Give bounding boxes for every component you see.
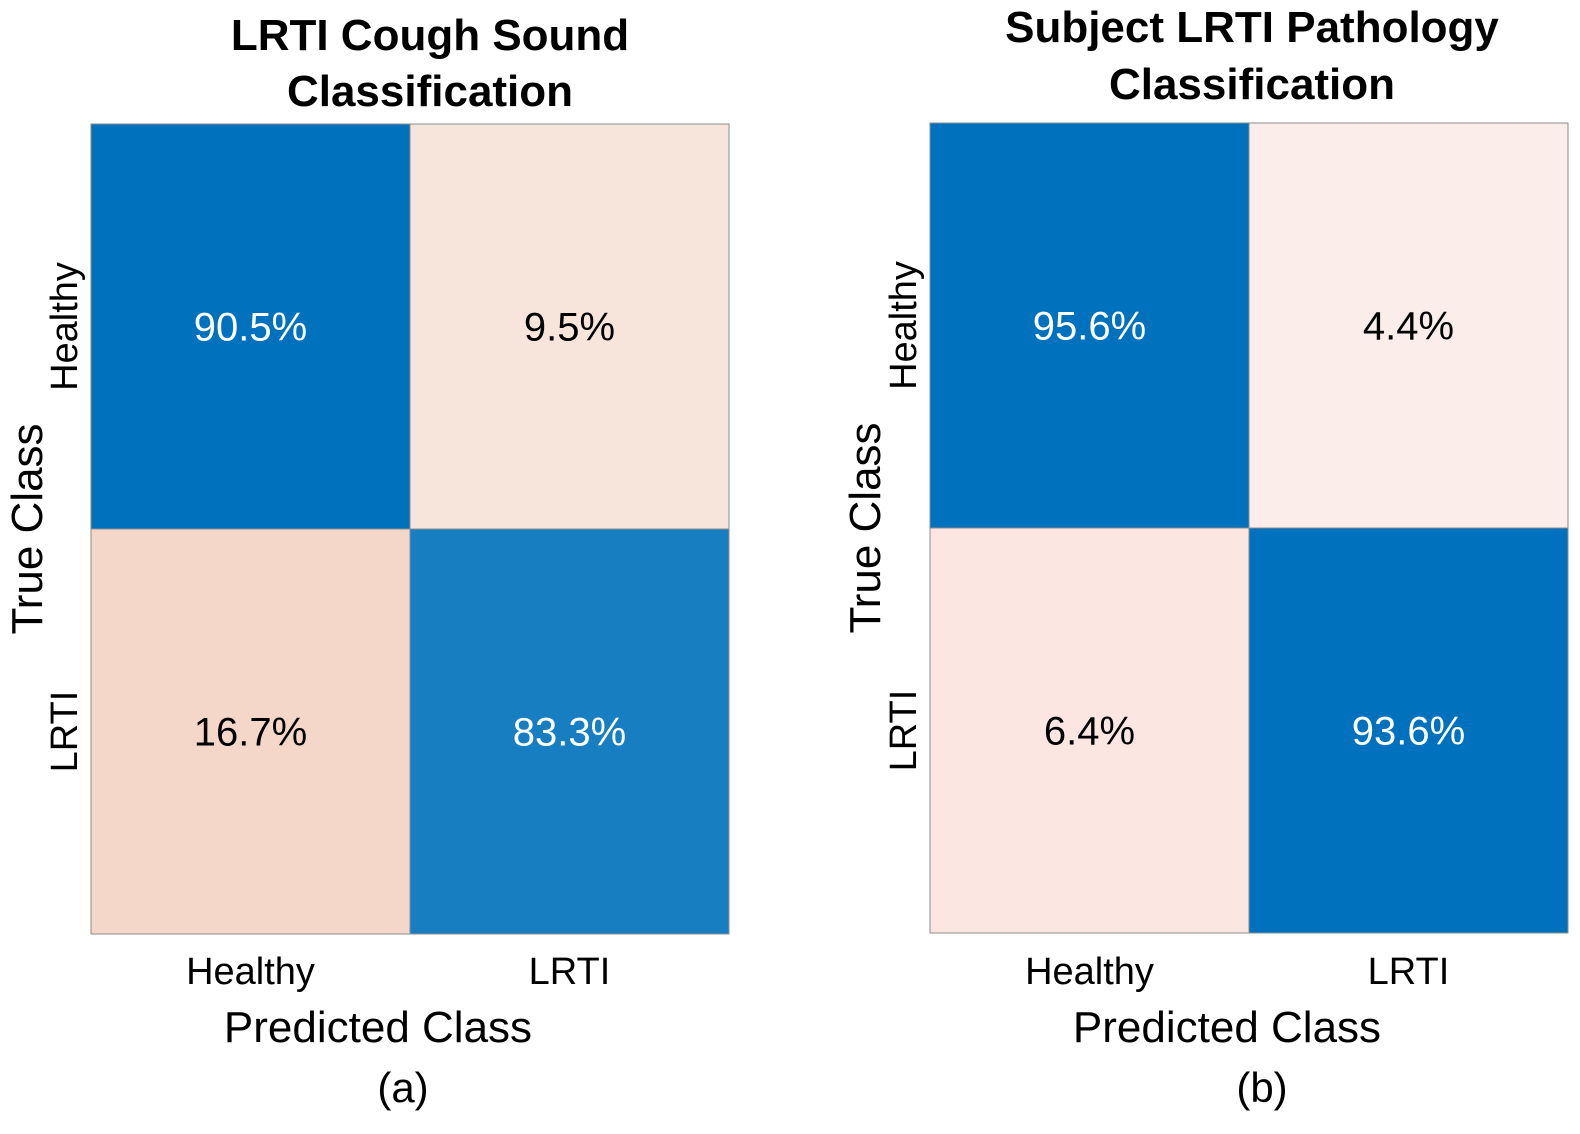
y-axis-label: True Class <box>3 423 52 634</box>
subfigure-caption: (b) <box>1236 1064 1287 1111</box>
cell-value-label: 83.3% <box>513 711 626 755</box>
subfigure-caption: (a) <box>377 1064 428 1111</box>
cell-value-label: 6.4% <box>1044 710 1135 754</box>
chart-title-line: Classification <box>1109 60 1395 109</box>
cell-value-label: 90.5% <box>194 306 307 350</box>
y-tick-label: Healthy <box>883 261 925 390</box>
x-axis-label: Predicted Class <box>1073 1003 1381 1052</box>
chart-title-line: Classification <box>287 67 573 116</box>
confusion-matrix-1: Subject LRTI Pathology Classification 95.6… <box>841 3 1569 1111</box>
x-tick-label: LRTI <box>1368 951 1450 993</box>
cell-value-label: 9.5% <box>524 306 615 350</box>
cell-value-label: 4.4% <box>1363 305 1454 349</box>
cell-value-label: 95.6% <box>1033 305 1146 349</box>
matrix-cell <box>1248 527 1569 934</box>
chart-title-line: LRTI Cough Sound <box>231 11 629 60</box>
cell-value-label: 16.7% <box>194 711 307 755</box>
x-tick-label: Healthy <box>1025 951 1154 993</box>
confusion-matrix-0: LRTI Cough Sound Classification 90.5% 9.5% 1… <box>3 11 730 1111</box>
x-axis-label: Predicted Class <box>224 1003 532 1052</box>
matrix-cell <box>1248 122 1569 529</box>
cell-value-label: 93.6% <box>1352 710 1465 754</box>
y-axis-label: True Class <box>841 422 890 633</box>
matrix-frame <box>929 122 1569 934</box>
matrix-cell <box>409 528 730 935</box>
matrix-frame <box>90 123 730 935</box>
y-tick-label: LRTI <box>44 691 86 773</box>
matrix-cell <box>90 123 411 530</box>
y-tick-label: Healthy <box>44 262 86 391</box>
matrix-cell <box>409 123 730 530</box>
x-tick-label: LRTI <box>529 951 611 993</box>
x-tick-label: Healthy <box>186 951 315 993</box>
matrix-cell <box>90 528 411 935</box>
matrix-cell <box>929 527 1250 934</box>
chart-title-line: Subject LRTI Pathology <box>1005 3 1499 52</box>
y-tick-label: LRTI <box>883 690 925 772</box>
